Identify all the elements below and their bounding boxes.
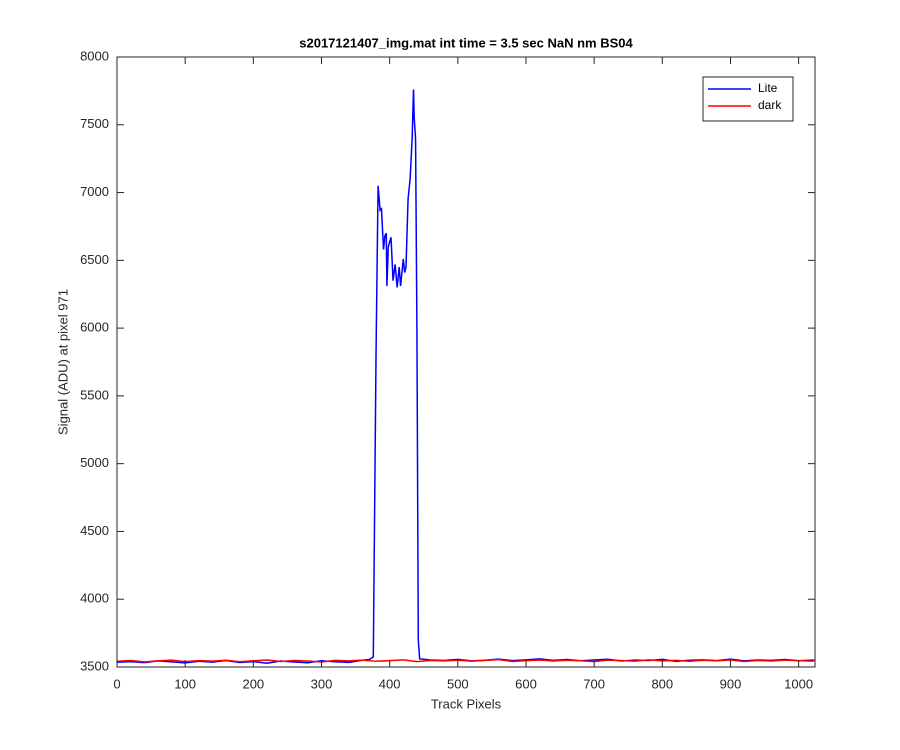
- x-tick-label: 300: [311, 676, 333, 691]
- series-line: [116, 89, 816, 664]
- x-tick-label: 400: [379, 676, 401, 691]
- y-tick-label: 4500: [80, 523, 109, 538]
- x-axis-label: Track Pixels: [431, 696, 502, 711]
- x-tick-label: 700: [583, 676, 605, 691]
- x-tick-label: 1000: [784, 676, 813, 691]
- y-tick-label: 7000: [80, 184, 109, 199]
- legend-box: [702, 76, 794, 122]
- x-tick-label: 500: [447, 676, 469, 691]
- y-tick-label: 5000: [80, 455, 109, 470]
- y-tick-label: 7500: [80, 116, 109, 131]
- y-axis-label: Signal (ADU) at pixel 971: [55, 289, 70, 435]
- x-tick-label: 100: [174, 676, 196, 691]
- axes-box: [116, 56, 816, 668]
- y-tick-label: 5500: [80, 387, 109, 402]
- y-tick-label: 6500: [80, 252, 109, 267]
- x-tick-label: 600: [515, 676, 537, 691]
- x-tick-label: 0: [113, 676, 120, 691]
- legend-label: Lite: [758, 81, 778, 95]
- series-line: [116, 658, 816, 663]
- x-tick-label: 200: [242, 676, 264, 691]
- y-tick-label: 8000: [80, 48, 109, 63]
- legend-label: dark: [758, 98, 782, 112]
- y-tick-label: 4000: [80, 591, 109, 606]
- y-tick-label: 6000: [80, 320, 109, 335]
- y-tick-label: 3500: [80, 658, 109, 673]
- x-tick-label: 800: [651, 676, 673, 691]
- plot-area: [116, 89, 816, 664]
- x-tick-label: 900: [720, 676, 742, 691]
- chart-title: s2017121407_img.mat int time = 3.5 sec N…: [299, 35, 633, 50]
